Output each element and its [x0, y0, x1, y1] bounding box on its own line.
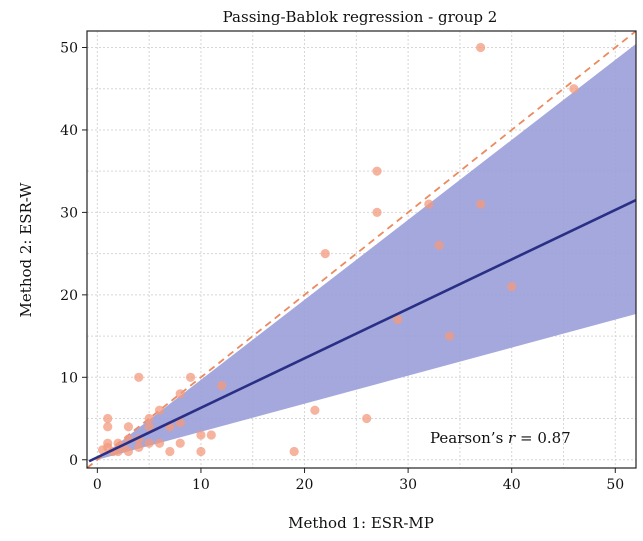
- data-point: [175, 389, 185, 399]
- y-axis-label: Method 2: ESR-W: [17, 182, 35, 317]
- annotation-r: r: [508, 429, 516, 447]
- data-point: [310, 405, 320, 415]
- y-tick-label: 20: [60, 288, 78, 304]
- x-tick-label: 40: [503, 477, 521, 493]
- data-point: [393, 314, 403, 325]
- data-point: [196, 446, 206, 457]
- y-axis-ticks: 0 10 20 30 40 50: [60, 40, 87, 469]
- y-tick-label: 40: [60, 123, 78, 139]
- x-axis-ticks: 0 10 20 30 40 50: [93, 468, 624, 493]
- x-axis-label: Method 1: ESR-MP: [288, 514, 434, 532]
- x-tick-label: 30: [399, 477, 417, 493]
- y-tick-label: 0: [69, 453, 78, 469]
- data-point: [362, 413, 372, 424]
- data-point: [144, 413, 154, 424]
- data-point: [444, 331, 455, 341]
- data-point: [424, 199, 434, 209]
- data-point: [123, 422, 134, 432]
- data-point: [165, 446, 175, 457]
- data-point: [154, 405, 165, 415]
- data-point: [217, 380, 227, 391]
- data-point: [372, 166, 382, 176]
- data-point: [144, 422, 154, 432]
- data-point: [134, 442, 144, 452]
- y-tick-label: 10: [60, 370, 78, 386]
- data-point: [569, 84, 579, 94]
- identity-line: [86, 30, 637, 469]
- confidence-band: [97, 43, 636, 460]
- data-point: [103, 422, 113, 432]
- data-point: [476, 199, 486, 209]
- plot-area: [86, 30, 637, 469]
- data-point: [103, 413, 113, 424]
- data-point: [175, 418, 185, 428]
- chart-title: Passing-Bablok regression - group 2: [223, 8, 498, 26]
- data-point: [320, 249, 330, 259]
- annotation-value: = 0.87: [515, 429, 571, 447]
- y-tick-label: 50: [60, 40, 78, 56]
- data-point: [476, 42, 486, 53]
- data-point: [144, 438, 154, 448]
- x-tick-label: 50: [606, 477, 624, 493]
- regression-line: [88, 198, 637, 463]
- y-tick-label: 30: [60, 205, 78, 221]
- data-point: [154, 438, 165, 448]
- data-point: [196, 430, 206, 440]
- data-point: [206, 430, 216, 440]
- x-tick-label: 20: [296, 477, 314, 493]
- x-tick-label: 0: [93, 477, 102, 493]
- data-point: [134, 372, 144, 382]
- pearson-annotation: Pearson’s r = 0.87: [430, 429, 571, 447]
- data-point: [123, 446, 134, 457]
- data-point: [175, 438, 185, 448]
- data-point: [434, 240, 444, 250]
- data-point: [185, 372, 196, 382]
- data-point: [507, 282, 517, 292]
- data-point: [289, 446, 299, 457]
- x-tick-label: 10: [192, 477, 210, 493]
- annotation-prefix: Pearson’s: [430, 429, 508, 447]
- plot-border: [86, 30, 637, 469]
- data-point: [372, 207, 382, 217]
